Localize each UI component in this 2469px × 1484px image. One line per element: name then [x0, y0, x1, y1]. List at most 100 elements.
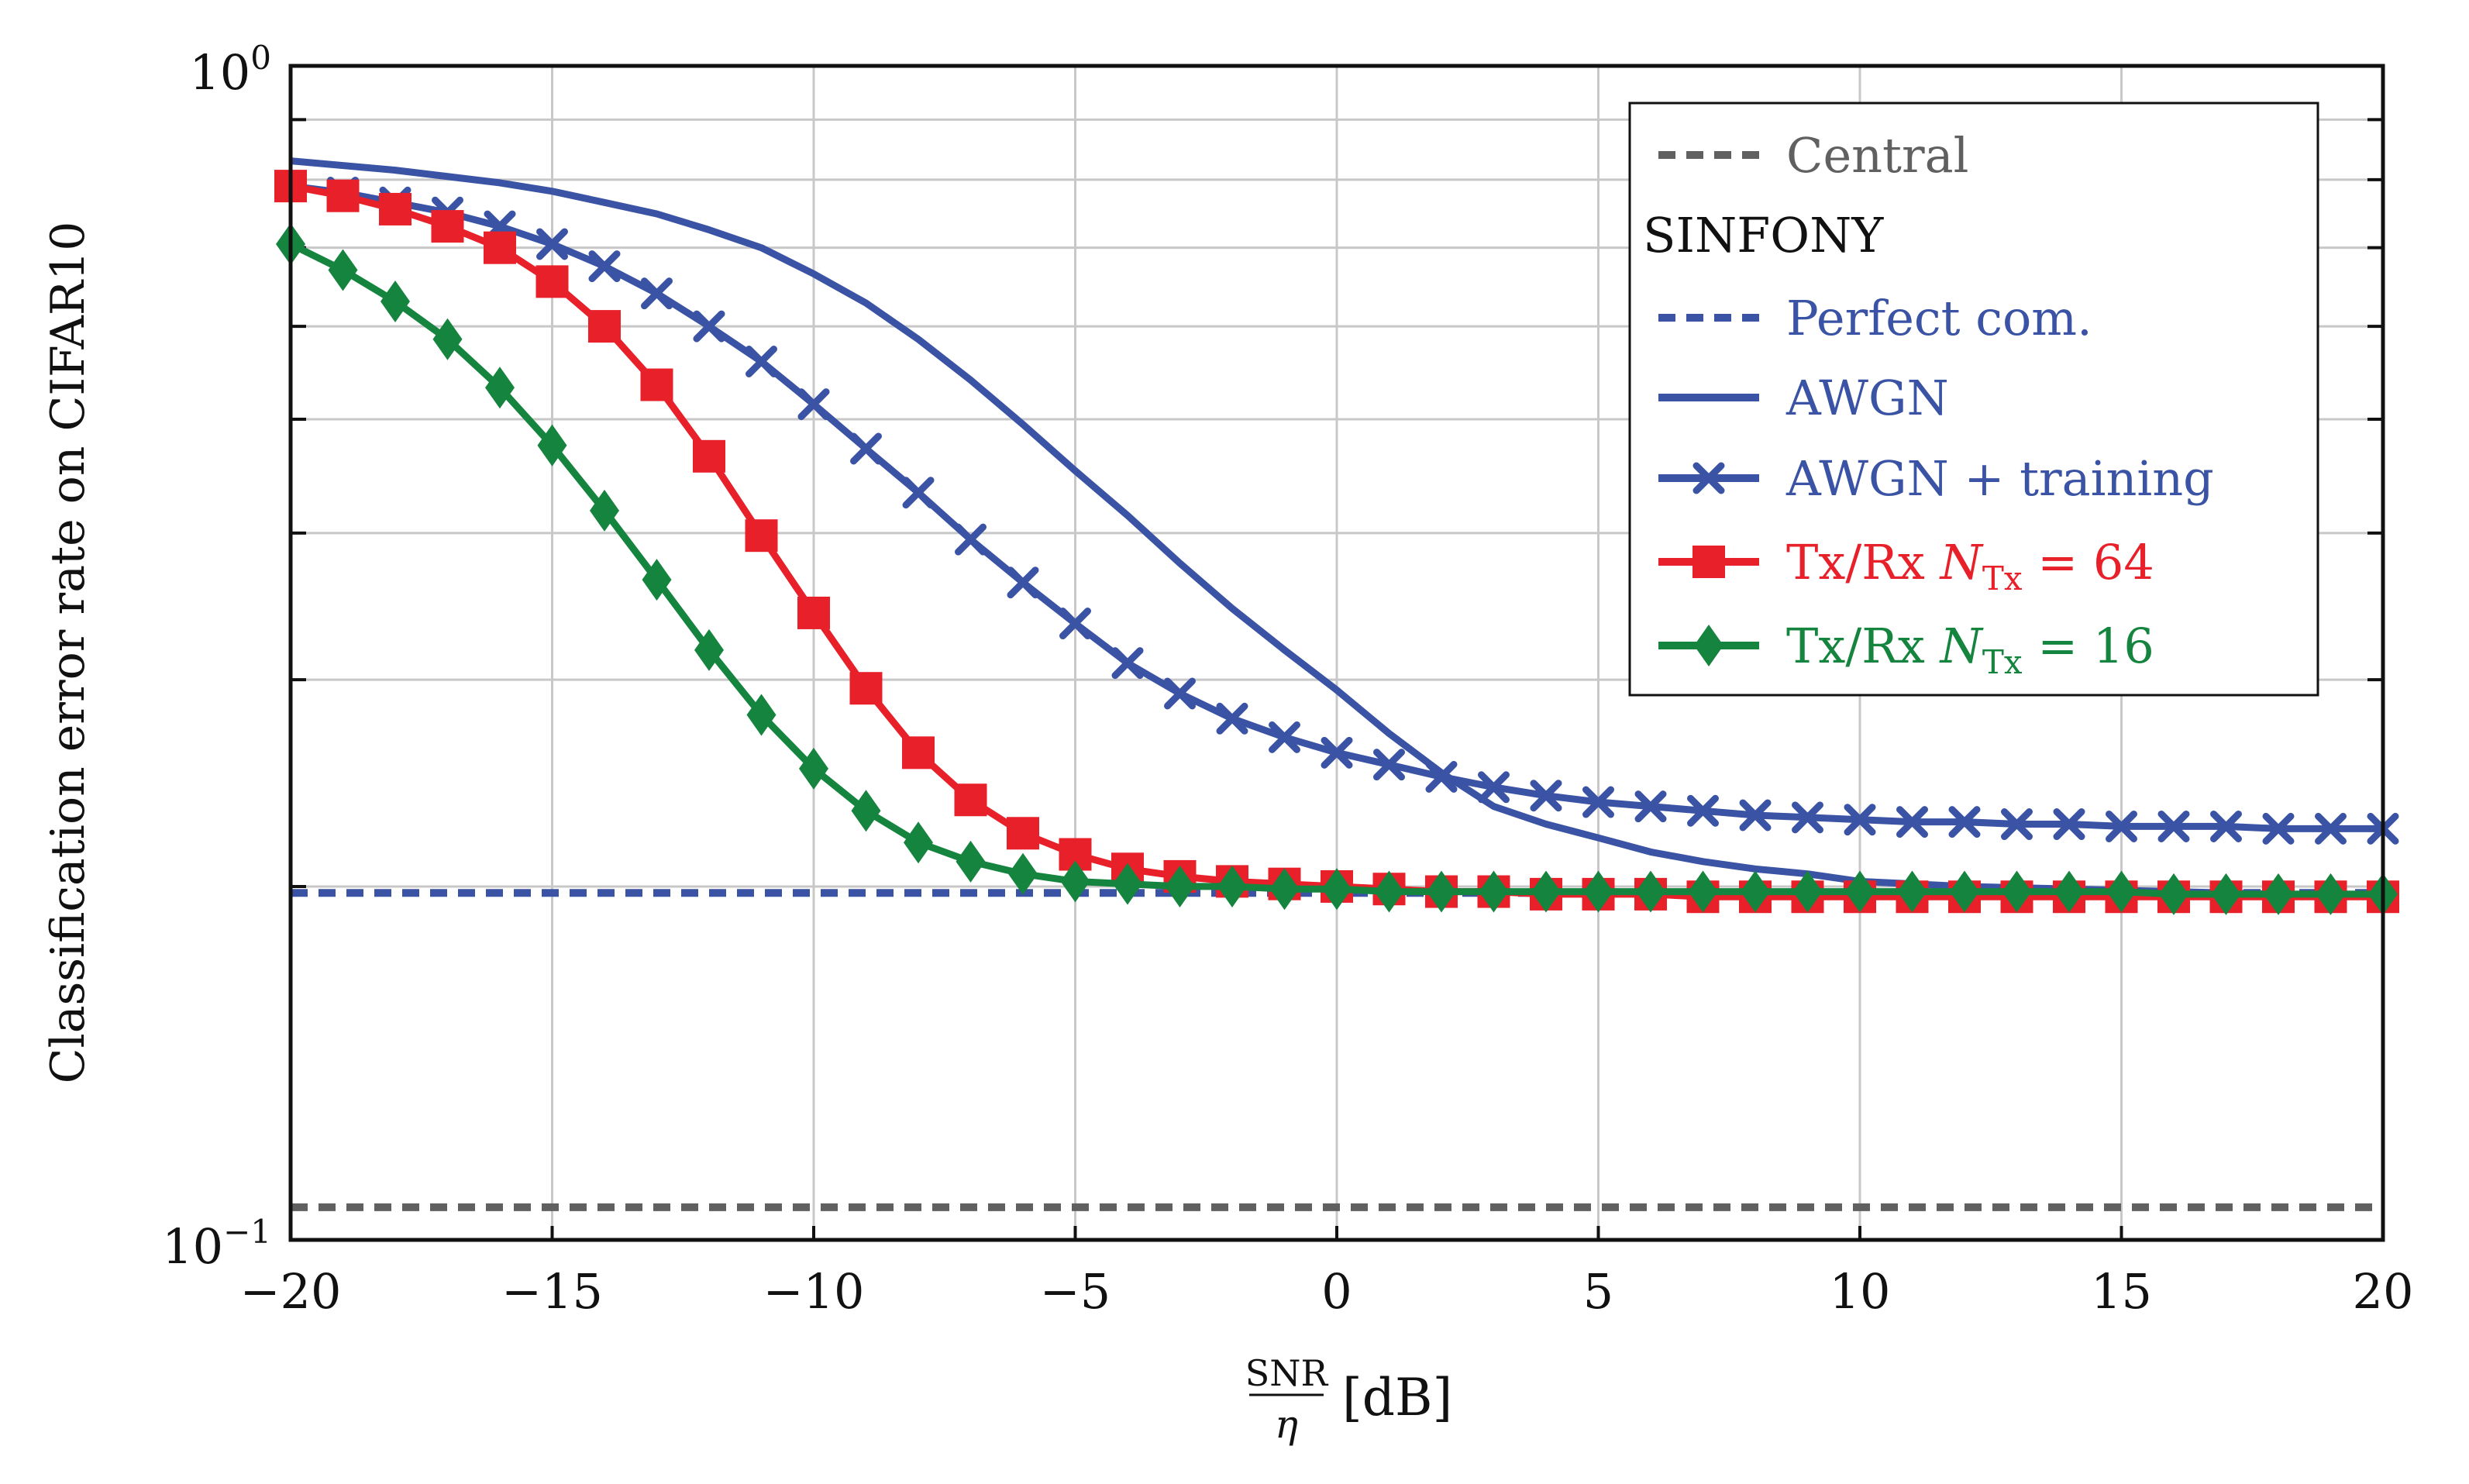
marker-square: [1692, 546, 1725, 578]
y-tick-label: 100: [189, 39, 271, 101]
legend: Central SINFONY Perfect com. AWGN AWGN + tra…: [1628, 102, 2319, 697]
legend-item: Tx/Rx NTx = 64: [1658, 534, 2154, 597]
marker-x: [797, 388, 830, 421]
marker-diamond: [1217, 865, 1247, 907]
marker-x: [1007, 566, 1039, 599]
x-tick-label: 15: [2091, 1263, 2152, 1320]
legend-item: AWGN + training: [1658, 450, 2214, 507]
marker-square: [902, 736, 935, 770]
marker-diamond: [2316, 873, 2346, 915]
marker-diamond: [1165, 865, 1195, 907]
marker-x: [1687, 794, 1719, 827]
x-tick-label: 20: [2353, 1263, 2414, 1320]
y-ticks: 100 10−1: [162, 39, 317, 1275]
marker-square: [484, 231, 516, 264]
marker-square: [745, 519, 778, 553]
marker-square: [693, 439, 725, 473]
marker-x: [2210, 810, 2242, 842]
marker-x: [2001, 808, 2033, 841]
marker-x: [2262, 812, 2295, 845]
marker-square: [431, 210, 464, 243]
marker-diamond: [2159, 873, 2188, 915]
marker-diamond: [1950, 870, 1979, 913]
marker-diamond: [2002, 870, 2032, 913]
marker-diamond: [904, 821, 933, 864]
x-tick-label: 10: [1830, 1263, 1891, 1320]
marker-x: [693, 310, 725, 343]
x-axis-label-denominator: η: [1275, 1402, 1298, 1447]
marker-x: [2157, 810, 2190, 842]
legend-label: AWGN + training: [1785, 450, 2214, 507]
x-tick-label: −15: [501, 1263, 603, 1320]
x-ticks: −20 −15 −10 −5 0 5 10 15 20: [240, 1226, 2414, 1320]
marker-x: [1792, 801, 1823, 834]
x-tick-label: −5: [1040, 1263, 1111, 1320]
marker-square: [849, 672, 883, 705]
marker-square: [954, 783, 987, 817]
marker-x: [1530, 780, 1562, 812]
marker-diamond: [1583, 870, 1613, 913]
marker-x: [746, 345, 777, 377]
marker-x: [1692, 462, 1725, 494]
x-tick-label: 0: [1321, 1263, 1352, 1320]
marker-diamond: [1060, 860, 1090, 903]
marker-x: [1111, 647, 1144, 680]
marker-x: [1373, 749, 1405, 781]
marker-diamond: [851, 790, 881, 832]
legend-label: Perfect com.: [1786, 290, 2092, 346]
marker-x: [588, 250, 621, 283]
marker-x: [1844, 804, 1876, 836]
marker-diamond: [1269, 868, 1300, 911]
legend-item: AWGN: [1658, 370, 1949, 426]
series-awgn: [290, 157, 2383, 898]
series-layer: [274, 157, 2399, 1211]
marker-x: [536, 228, 568, 260]
y-tick-label: 10−1: [162, 1213, 271, 1275]
marker-diamond: [1741, 870, 1770, 913]
marker-diamond: [485, 367, 515, 409]
marker-diamond: [1113, 863, 1142, 905]
marker-x: [1948, 806, 1981, 838]
marker-x: [955, 523, 987, 556]
marker-x: [1582, 786, 1614, 818]
marker-diamond: [1845, 870, 1875, 913]
marker-square: [535, 265, 569, 298]
marker-x: [1216, 702, 1248, 735]
marker-x: [1634, 790, 1667, 823]
marker-diamond: [1694, 625, 1723, 666]
marker-x: [1478, 771, 1510, 804]
x-tick-label: 5: [1583, 1263, 1613, 1320]
marker-diamond: [1322, 868, 1352, 911]
legend-label: AWGN: [1785, 370, 1949, 426]
marker-diamond: [1374, 870, 1404, 913]
marker-diamond: [328, 249, 358, 291]
marker-x: [1739, 799, 1772, 832]
marker-x: [641, 277, 673, 310]
y-axis-label: Classification error rate on CIFAR10: [41, 222, 95, 1084]
marker-x: [1321, 736, 1353, 769]
marker-diamond: [1636, 870, 1665, 913]
series-tx-rx-ntx-16: [276, 222, 2398, 915]
marker-x: [1425, 760, 1458, 793]
legend-item: Perfect com.: [1658, 290, 2092, 346]
marker-x: [902, 477, 935, 509]
marker-diamond: [432, 318, 463, 360]
marker-diamond: [1531, 870, 1561, 913]
marker-square: [379, 192, 412, 226]
legend-label: Tx/Rx NTx = 64: [1786, 534, 2154, 597]
marker-square: [640, 368, 673, 401]
marker-diamond: [1792, 870, 1823, 913]
x-axis-label-unit: [dB]: [1342, 1368, 1452, 1427]
x-tick-label: −10: [763, 1263, 865, 1320]
marker-diamond: [1688, 870, 1718, 913]
marker-x: [1269, 721, 1300, 753]
marker-x: [2315, 812, 2347, 845]
marker-diamond: [2211, 873, 2241, 915]
marker-diamond: [537, 424, 567, 467]
marker-x: [2106, 810, 2137, 842]
marker-diamond: [2106, 870, 2137, 913]
marker-x: [1164, 677, 1196, 710]
marker-diamond: [381, 280, 410, 322]
marker-diamond: [956, 840, 986, 883]
